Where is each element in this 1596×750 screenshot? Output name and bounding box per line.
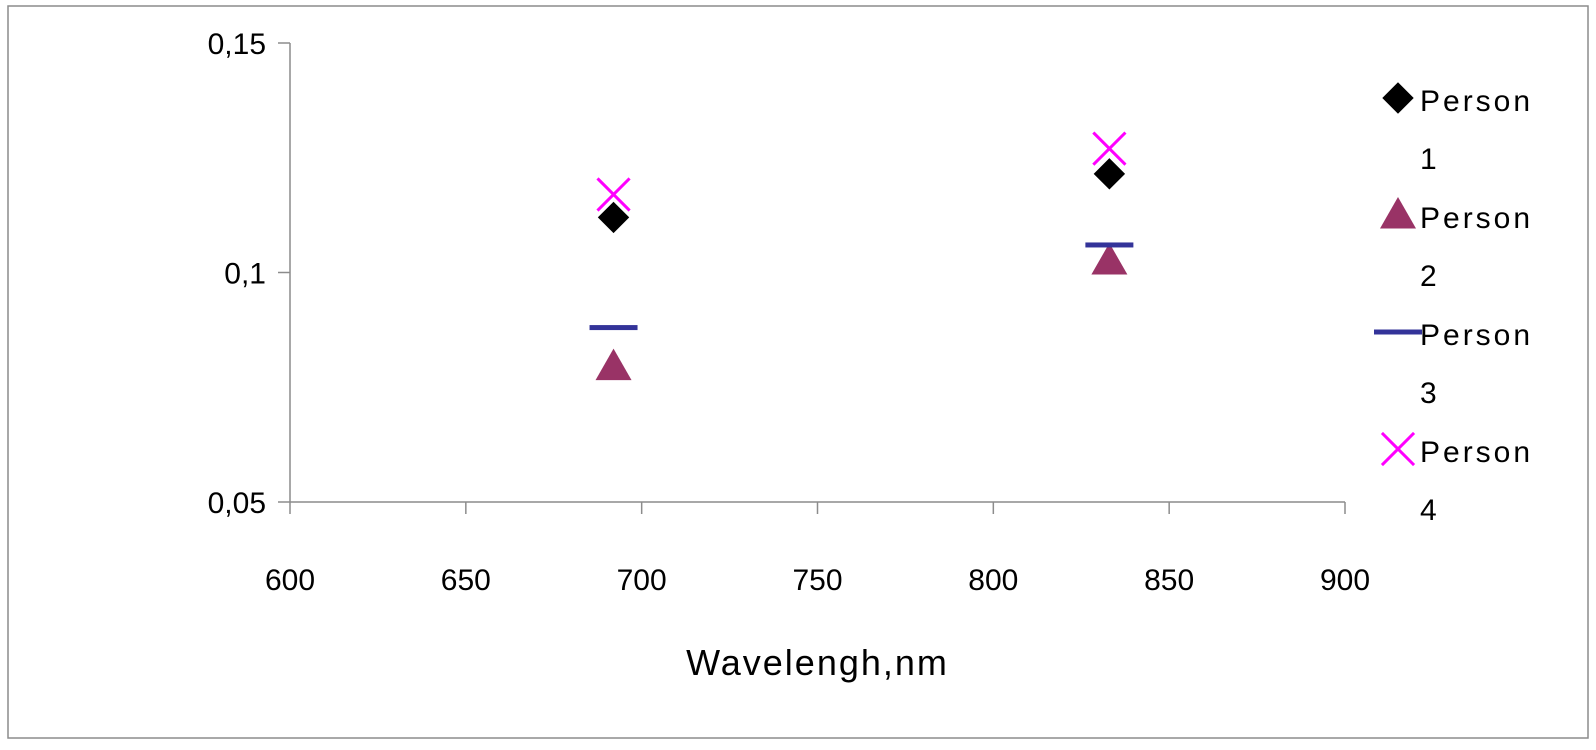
x-tick-label: 800 bbox=[968, 564, 1018, 597]
chart-frame bbox=[7, 5, 1589, 739]
legend-label-1-line-1: Person bbox=[1420, 85, 1533, 118]
y-tick-label: 0,15 bbox=[208, 28, 266, 61]
x-tick-label: 900 bbox=[1320, 564, 1370, 597]
axes: 600 650 700 750 800 850 900 0,05 0,1 0,15 Waveleng… bbox=[208, 28, 1370, 683]
series-3-point-1 bbox=[589, 325, 638, 331]
series-1-point-2 bbox=[1093, 158, 1126, 190]
x-tick-label: 600 bbox=[265, 564, 315, 597]
legend-entry-4: Person 4 bbox=[1380, 431, 1533, 527]
data-points bbox=[589, 131, 1134, 381]
legend-marker-3 bbox=[1374, 329, 1422, 335]
legend-label-4-line-1: Person bbox=[1420, 436, 1533, 469]
legend-marker-2 bbox=[1380, 197, 1416, 229]
y-tick-label: 0,05 bbox=[208, 487, 266, 520]
legend: Person 1 Person 2 Person 3 Person 4 bbox=[1374, 82, 1533, 527]
series-4-point-2 bbox=[1092, 131, 1127, 166]
x-tick-label: 650 bbox=[441, 564, 491, 597]
legend-label-3-line-2: 3 bbox=[1420, 377, 1440, 410]
legend-entry-1: Person 1 bbox=[1382, 82, 1533, 176]
legend-entry-3: Person 3 bbox=[1374, 319, 1533, 410]
legend-label-4-line-2: 4 bbox=[1420, 494, 1440, 527]
series-3-point-2 bbox=[1085, 242, 1134, 248]
x-axis-title: Wavelengh,nm bbox=[686, 642, 949, 683]
legend-entry-2: Person 2 bbox=[1380, 197, 1533, 293]
legend-label-1-line-2: 1 bbox=[1420, 143, 1440, 176]
legend-label-3-line-1: Person bbox=[1420, 319, 1533, 352]
legend-marker-4 bbox=[1380, 431, 1416, 467]
series-4-point-1 bbox=[596, 177, 631, 212]
x-tick-label: 850 bbox=[1144, 564, 1194, 597]
x-tick-label: 700 bbox=[617, 564, 667, 597]
legend-label-2-line-1: Person bbox=[1420, 202, 1533, 235]
x-tick-label: 750 bbox=[792, 564, 842, 597]
legend-marker-1 bbox=[1382, 82, 1414, 114]
y-tick-label: 0,1 bbox=[224, 258, 266, 291]
series-2-point-1 bbox=[595, 348, 632, 381]
series-2-point-2 bbox=[1091, 243, 1128, 275]
legend-label-2-line-2: 2 bbox=[1420, 260, 1440, 293]
series-1-point-1 bbox=[597, 201, 630, 234]
